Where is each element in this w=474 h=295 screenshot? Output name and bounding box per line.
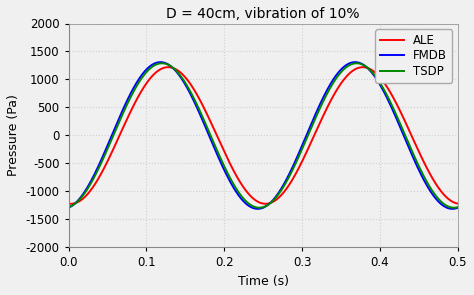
TSDP <box>455 205 461 209</box>
FMDB <box>157 60 163 64</box>
TSDP <box>159 61 165 65</box>
TSDP <box>451 206 457 209</box>
FMDB <box>444 206 449 209</box>
FMDB <box>373 76 378 79</box>
Y-axis label: Pressure (Pa): Pressure (Pa) <box>7 95 20 176</box>
TSDP <box>85 186 91 189</box>
X-axis label: Time (s): Time (s) <box>237 275 289 288</box>
ALE <box>245 191 251 195</box>
ALE <box>444 196 450 199</box>
Line: FMDB: FMDB <box>69 62 458 209</box>
FMDB <box>255 207 261 211</box>
Title: D = 40cm, vibration of 10%: D = 40cm, vibration of 10% <box>166 7 360 21</box>
FMDB <box>449 207 455 211</box>
TSDP <box>373 74 378 78</box>
ALE <box>360 65 365 69</box>
TSDP <box>444 204 449 207</box>
FMDB <box>245 203 251 207</box>
Legend: ALE, FMDB, TSDP: ALE, FMDB, TSDP <box>375 30 452 83</box>
ALE <box>455 202 461 205</box>
ALE <box>444 196 449 199</box>
TSDP <box>245 201 251 204</box>
Line: TSDP: TSDP <box>69 63 458 208</box>
FMDB <box>66 206 72 209</box>
FMDB <box>444 206 449 209</box>
ALE <box>373 71 378 75</box>
TSDP <box>444 204 449 208</box>
ALE <box>86 191 91 195</box>
FMDB <box>85 184 91 187</box>
TSDP <box>255 206 261 209</box>
Line: ALE: ALE <box>69 67 458 204</box>
TSDP <box>66 205 72 209</box>
ALE <box>68 202 74 206</box>
FMDB <box>455 206 461 209</box>
ALE <box>255 200 261 204</box>
ALE <box>66 202 72 205</box>
